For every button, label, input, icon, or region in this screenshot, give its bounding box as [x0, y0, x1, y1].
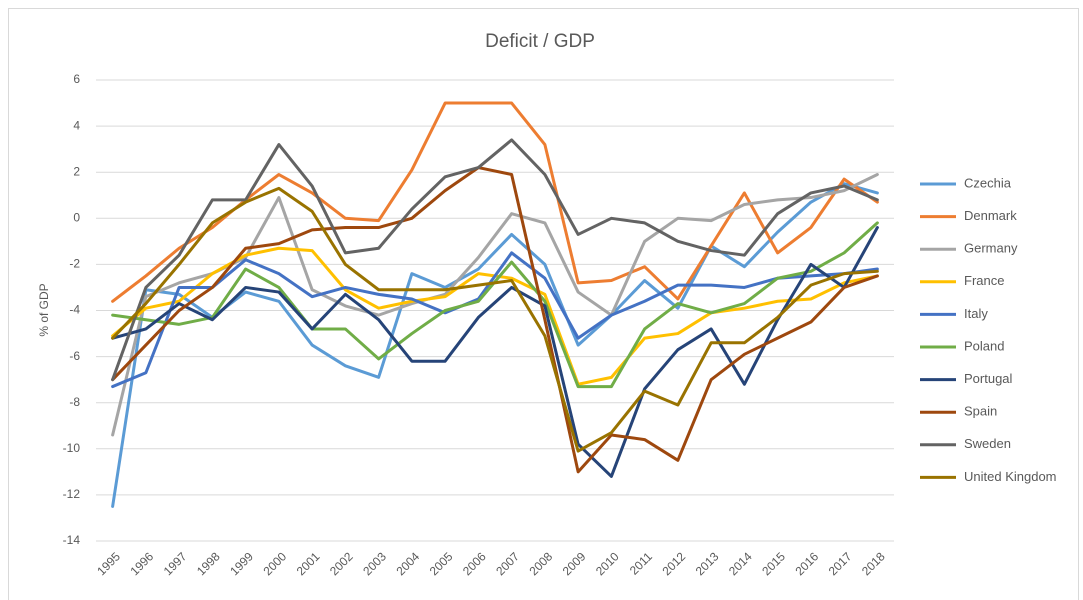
line-series [111, 182, 879, 508]
legend-label: Denmark [964, 208, 1017, 223]
y-tick-label: 4 [73, 118, 80, 132]
y-tick-label: -12 [63, 487, 81, 501]
y-tick-label: 2 [73, 164, 80, 178]
line-series [111, 251, 879, 389]
legend-label: Sweden [964, 436, 1011, 451]
legend-label: Czechia [964, 175, 1012, 190]
line-series [111, 173, 879, 437]
legend-label: Portugal [964, 371, 1013, 386]
legend-label: Germany [964, 241, 1018, 256]
line-series [111, 166, 879, 474]
legend-label: United Kingdom [964, 469, 1057, 484]
y-axis-label: % of GDP [37, 283, 51, 336]
line-series [111, 186, 879, 453]
legend-label: France [964, 273, 1004, 288]
y-tick-label: -2 [69, 257, 80, 271]
y-tick-label: -10 [63, 441, 81, 455]
y-tick-label: -8 [69, 395, 80, 409]
chart-title: Deficit / GDP [485, 31, 595, 52]
legend-label: Italy [964, 306, 988, 321]
y-tick-label: -14 [63, 533, 81, 547]
line-series [111, 226, 879, 478]
y-tick-label: -6 [69, 349, 80, 363]
y-tick-label: -4 [69, 303, 80, 317]
line-series [111, 138, 879, 382]
y-tick-label: 6 [73, 72, 80, 86]
y-tick-label: 0 [73, 210, 80, 224]
legend-label: Poland [964, 338, 1004, 353]
legend-label: Spain [964, 404, 997, 419]
